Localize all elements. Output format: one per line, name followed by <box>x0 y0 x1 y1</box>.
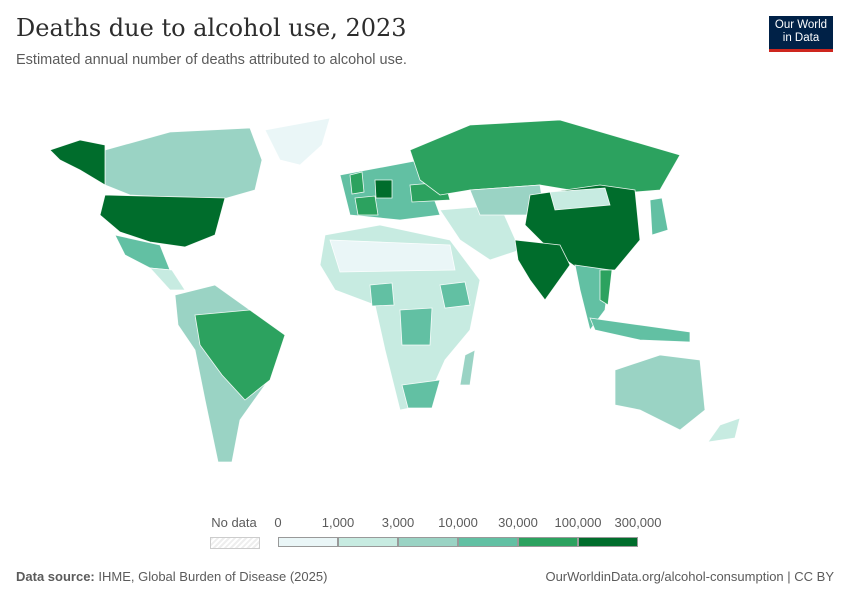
legend-tick-label: 10,000 <box>438 515 478 530</box>
legend-swatch[interactable] <box>338 537 398 547</box>
legend-tick-label: 1,000 <box>321 515 355 530</box>
madagascar[interactable] <box>459 349 476 386</box>
japan[interactable] <box>649 197 669 236</box>
vietnam[interactable] <box>599 269 613 306</box>
germany[interactable] <box>374 179 393 199</box>
alaska[interactable] <box>49 139 106 186</box>
brazil[interactable] <box>194 309 286 401</box>
greenland[interactable] <box>264 117 331 166</box>
central-america[interactable] <box>149 267 186 291</box>
source-text: IHME, Global Burden of Disease (2025) <box>98 569 328 584</box>
united-states[interactable] <box>99 194 226 248</box>
owid-logo[interactable]: Our World in Data <box>769 16 833 52</box>
legend-tick-label: 30,000 <box>498 515 538 530</box>
chart-title: Deaths due to alcohol use, 2023 <box>16 14 407 42</box>
legend-swatch[interactable] <box>278 537 338 547</box>
source-link[interactable]: OurWorldinData.org/alcohol-consumption |… <box>545 569 834 584</box>
legend-tick-label: 300,000 <box>614 515 662 530</box>
mongolia[interactable] <box>549 187 611 211</box>
drc[interactable] <box>399 307 433 346</box>
ethiopia[interactable] <box>439 281 471 309</box>
canada[interactable] <box>104 127 263 201</box>
india[interactable] <box>514 239 571 301</box>
legend-swatch[interactable] <box>518 537 578 547</box>
legend-tick-label: 100,000 <box>554 515 602 530</box>
united-kingdom[interactable] <box>349 171 365 195</box>
south-africa[interactable] <box>401 379 441 409</box>
russia[interactable] <box>409 119 681 196</box>
france[interactable] <box>354 195 379 216</box>
logo-text: Our World <box>774 19 828 31</box>
legend-swatch[interactable] <box>398 537 458 547</box>
source-label: Data source: <box>16 569 95 584</box>
nigeria[interactable] <box>369 282 395 307</box>
legend-no-data-swatch <box>210 537 260 549</box>
legend-no-data-label: No data <box>211 515 257 530</box>
new-zealand[interactable] <box>707 417 741 443</box>
legend-swatch[interactable] <box>578 537 638 547</box>
australia[interactable] <box>614 354 706 431</box>
legend-tick-label: 3,000 <box>381 515 415 530</box>
north-africa[interactable] <box>329 239 456 273</box>
logo-text: in Data <box>782 32 820 44</box>
world-map <box>49 117 741 463</box>
legend: No data 0 1,000 3,000 10,000 30,000 100,000 30… <box>0 515 850 555</box>
indonesia[interactable] <box>589 317 691 343</box>
legend-swatch[interactable] <box>458 537 518 547</box>
legend-tick-label: 0 <box>274 515 282 530</box>
chart-subtitle: Estimated annual number of deaths attrib… <box>16 52 407 68</box>
data-source: Data source: IHME, Global Burden of Dise… <box>16 569 327 584</box>
